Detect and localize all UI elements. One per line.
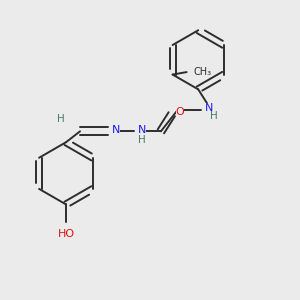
Text: CH₃: CH₃ [194,67,211,77]
Text: N: N [204,103,213,113]
Text: N: N [138,125,146,135]
Text: HO: HO [58,229,75,239]
Text: H: H [138,135,146,145]
Text: H: H [210,111,218,121]
Text: H: H [58,114,65,124]
Text: O: O [176,107,184,117]
Text: N: N [112,125,120,135]
